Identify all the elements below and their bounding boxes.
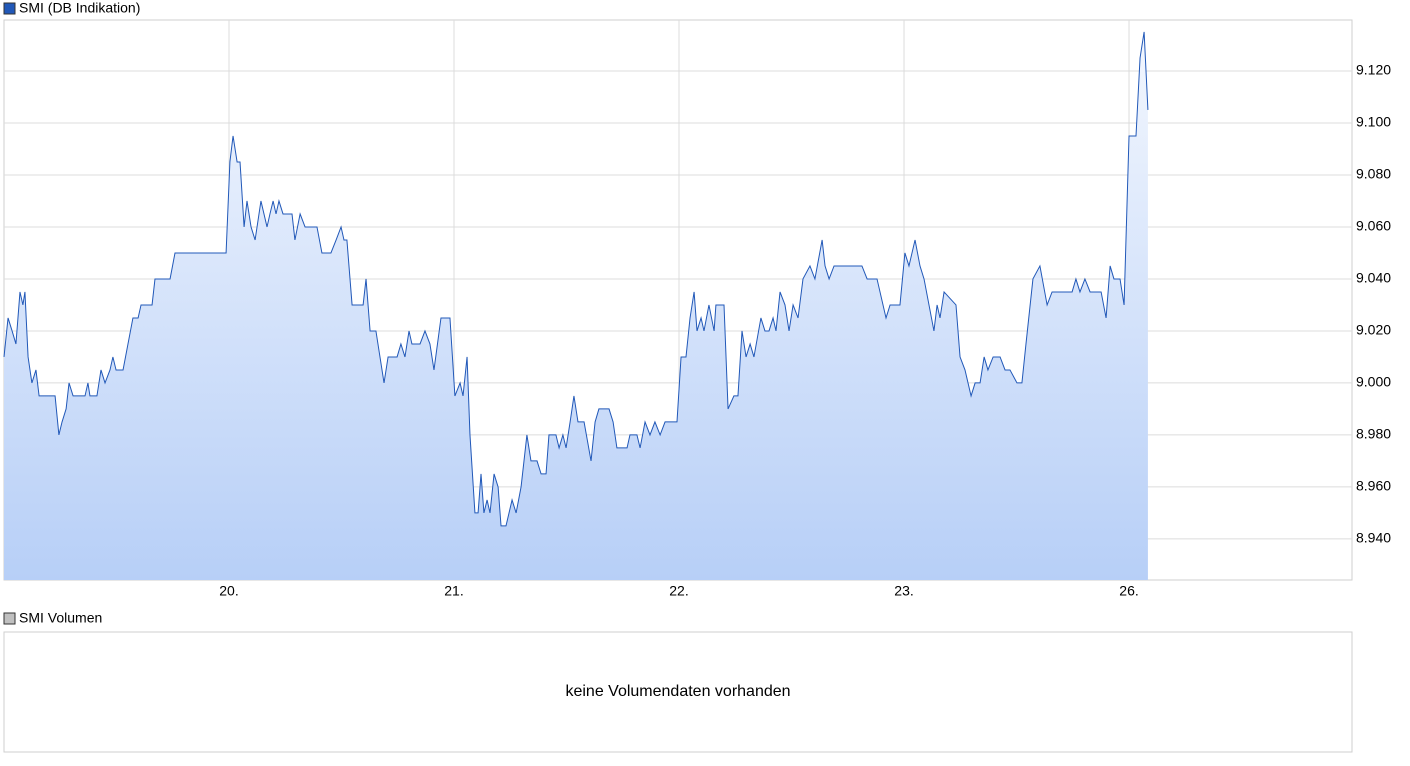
y-tick-label: 9.080 (1356, 166, 1391, 182)
y-tick-label: 8.960 (1356, 478, 1391, 494)
line (3, 31, 1149, 527)
volume-title: SMI Volumen (19, 610, 102, 626)
y-tick-label: 9.120 (1356, 62, 1391, 78)
y-tick-label: 9.060 (1356, 218, 1391, 234)
area (4, 31, 1148, 580)
x-tick-label: 21. (444, 583, 463, 599)
x-tick-label: 26. (1119, 583, 1138, 599)
volume-legend-swatch (3, 612, 16, 625)
x-tick-label: 20. (219, 583, 238, 599)
y-tick-label: 8.980 (1356, 426, 1391, 442)
volume-frame (3, 631, 1353, 753)
y-tick-label: 8.940 (1356, 530, 1391, 546)
volume-message: keine Volumendaten vorhanden (565, 683, 790, 700)
x-tick-label: 23. (894, 583, 913, 599)
y-tick-label: 9.000 (1356, 374, 1391, 390)
y-tick-label: 9.020 (1356, 322, 1391, 338)
legend-label: SMI (DB Indikation) (19, 0, 140, 16)
y-tick-label: 9.100 (1356, 114, 1391, 130)
legend-swatch (3, 2, 16, 15)
x-tick-label: 22. (669, 583, 688, 599)
y-tick-label: 9.040 (1356, 270, 1391, 286)
